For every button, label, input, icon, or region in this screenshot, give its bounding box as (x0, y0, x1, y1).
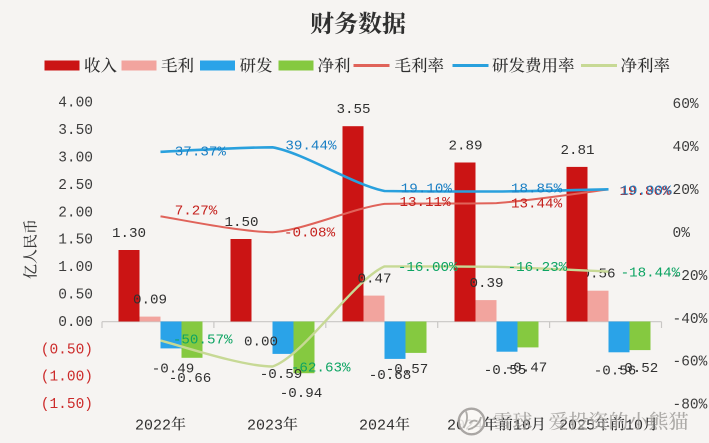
svg-text:-0.66: -0.66 (169, 371, 212, 387)
svg-text:-40%: -40% (673, 312, 708, 328)
svg-text:19.86%: 19.86% (620, 184, 672, 200)
svg-text:-0.56: -0.56 (594, 363, 637, 379)
svg-text:3.50: 3.50 (58, 123, 93, 139)
svg-text:13.44%: 13.44% (511, 196, 563, 212)
svg-text:0.09: 0.09 (133, 293, 167, 309)
svg-text:0.00: 0.00 (58, 315, 93, 331)
svg-text:60%: 60% (673, 97, 699, 113)
svg-text:0.39: 0.39 (469, 276, 503, 292)
svg-text:-60%: -60% (673, 355, 708, 371)
svg-text:-0.47: -0.47 (505, 360, 548, 376)
svg-text:2.00: 2.00 (58, 205, 93, 221)
svg-text:(0.50): (0.50) (41, 342, 93, 358)
svg-text:-0.08%: -0.08% (284, 225, 336, 241)
svg-text:-50.57%: -50.57% (173, 333, 233, 349)
svg-text:-16.00%: -16.00% (398, 260, 458, 276)
svg-text:-20%: -20% (673, 269, 708, 285)
svg-text:(1.00): (1.00) (41, 370, 93, 386)
svg-text:13.11%: 13.11% (400, 195, 452, 211)
svg-text:3.00: 3.00 (58, 151, 93, 167)
svg-text:39.44%: 39.44% (285, 138, 337, 154)
svg-text:3.55: 3.55 (336, 102, 370, 118)
svg-text:7.27%: 7.27% (175, 203, 218, 219)
svg-text:37.37%: 37.37% (175, 145, 227, 161)
svg-text:(1.50): (1.50) (41, 397, 93, 413)
svg-text:0%: 0% (673, 226, 691, 242)
svg-text:-62.63%: -62.63% (291, 360, 351, 376)
svg-text:-0.57: -0.57 (386, 362, 429, 378)
svg-text:-18.44%: -18.44% (621, 265, 681, 281)
svg-text:2022: 2022 (135, 417, 171, 434)
svg-text:2.89: 2.89 (448, 139, 482, 155)
svg-text:-0.55: -0.55 (484, 363, 527, 379)
svg-text:-0.49: -0.49 (152, 361, 195, 377)
svg-text:2.81: 2.81 (560, 143, 594, 159)
svg-text:2.50: 2.50 (58, 178, 93, 194)
svg-text:-16.23%: -16.23% (508, 260, 568, 276)
svg-text:1.50: 1.50 (58, 233, 93, 249)
svg-text:1.50: 1.50 (224, 215, 258, 231)
svg-text:-0.52: -0.52 (616, 361, 659, 377)
svg-text:0.50: 0.50 (58, 288, 93, 304)
svg-text:-0.68: -0.68 (369, 368, 412, 384)
svg-text:19.10%: 19.10% (401, 181, 453, 197)
svg-text:-0.59: -0.59 (260, 367, 303, 383)
svg-text:1.00: 1.00 (58, 260, 93, 276)
svg-text:2023: 2023 (247, 417, 283, 434)
svg-text:1.30: 1.30 (112, 226, 146, 242)
svg-text:18.85%: 18.85% (511, 182, 563, 198)
svg-text:4.00: 4.00 (58, 96, 93, 112)
svg-text:20%: 20% (673, 183, 699, 199)
svg-text:0.47: 0.47 (357, 272, 391, 288)
svg-text:0.00: 0.00 (244, 335, 278, 351)
svg-text:19.90%: 19.90% (621, 183, 673, 199)
svg-text:-0.94: -0.94 (280, 386, 323, 402)
svg-text:40%: 40% (673, 140, 699, 156)
svg-text:2024: 2024 (359, 417, 395, 434)
svg-text:-80%: -80% (673, 398, 708, 414)
